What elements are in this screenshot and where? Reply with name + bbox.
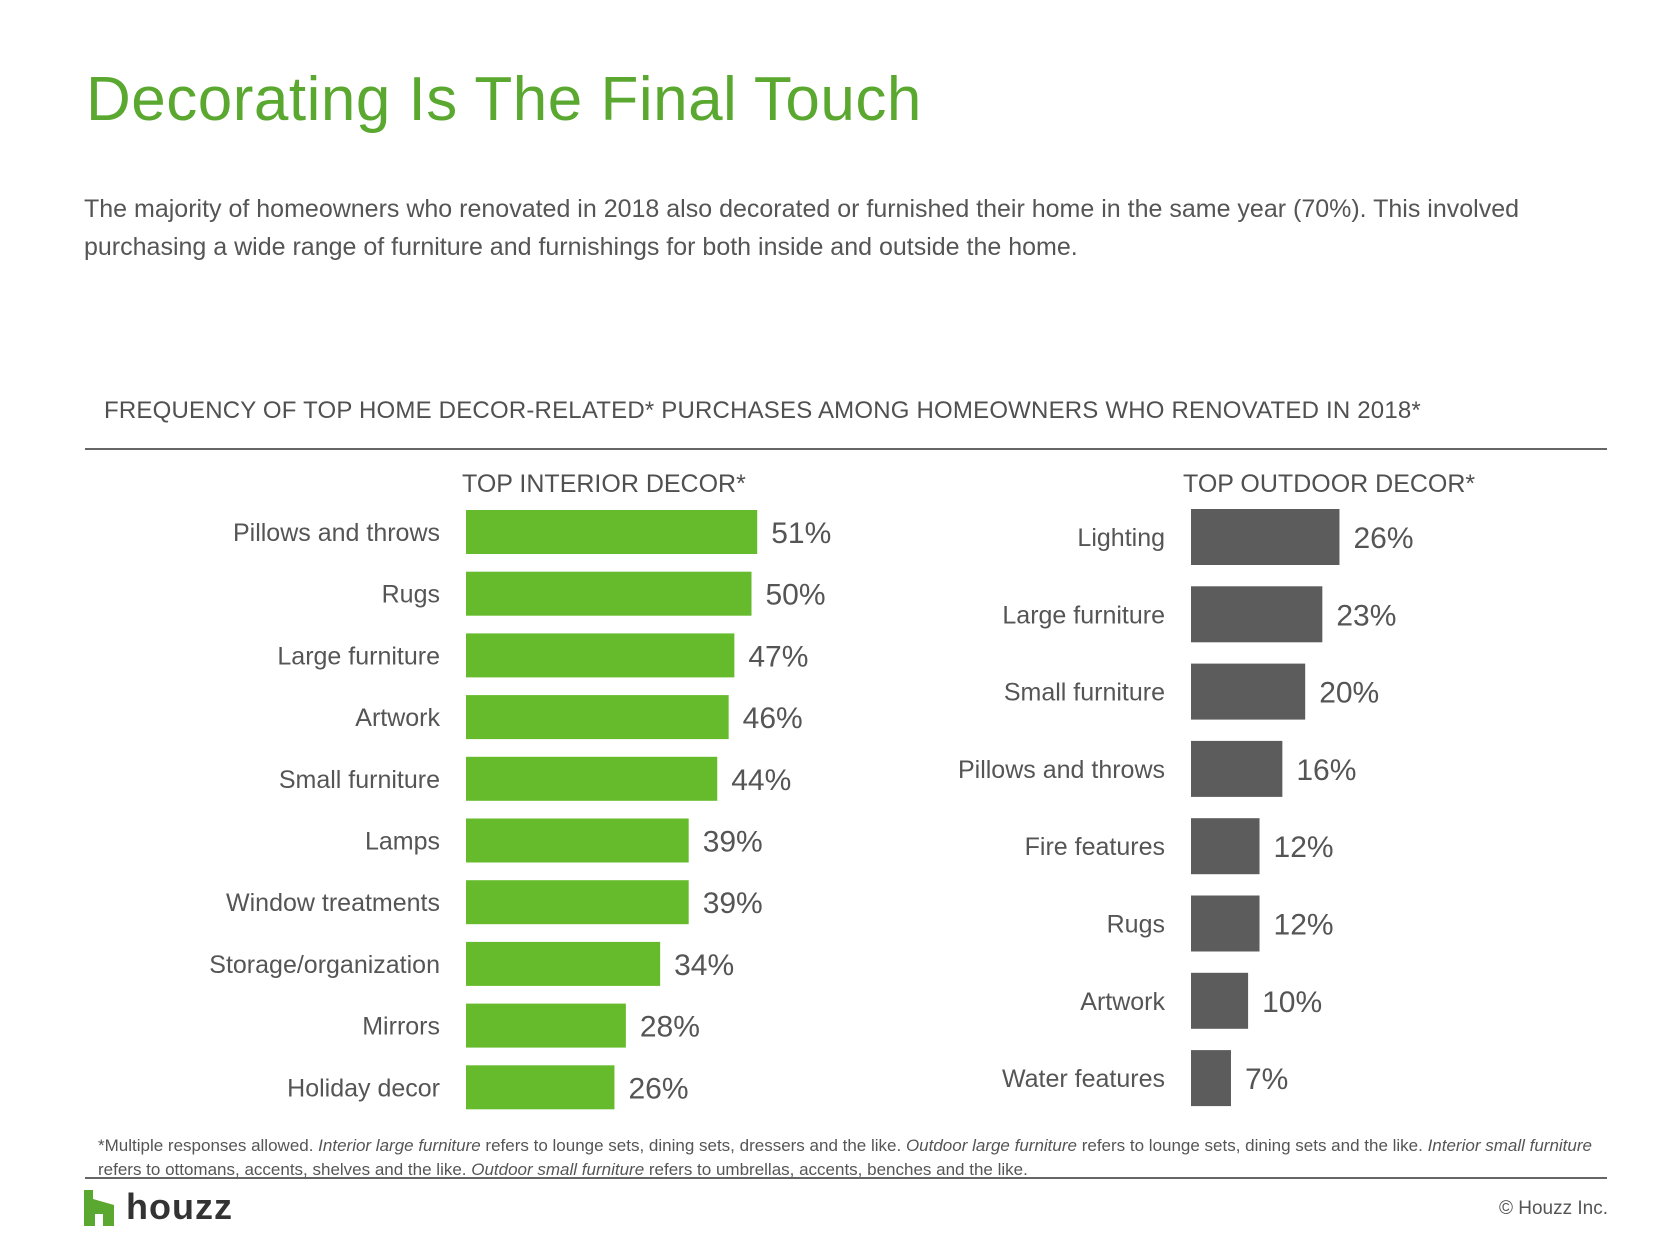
interior-bar <box>466 510 758 554</box>
interior-bar <box>466 880 689 925</box>
interior-category-label: Lamps <box>365 828 440 856</box>
outdoor-bar <box>1191 586 1323 643</box>
outdoor-value-label: 12% <box>1274 831 1334 864</box>
houzz-logo-icon <box>84 1190 114 1226</box>
outdoor-value-label: 10% <box>1262 986 1322 1019</box>
outdoor-value-label: 26% <box>1353 522 1413 555</box>
interior-value-label: 39% <box>703 887 763 920</box>
interior-chart-title: TOP INTERIOR DECOR* <box>462 470 746 498</box>
outdoor-bar <box>1191 663 1306 720</box>
outdoor-category-label: Rugs <box>1107 911 1165 939</box>
interior-category-label: Small furniture <box>279 766 440 794</box>
houzz-logo: houzz <box>84 1186 244 1230</box>
interior-category-label: Artwork <box>355 704 440 732</box>
outdoor-value-label: 20% <box>1319 677 1379 710</box>
outdoor-bar <box>1191 509 1340 565</box>
outdoor-value-label: 12% <box>1274 909 1334 942</box>
interior-category-label: Window treatments <box>226 889 440 917</box>
copyright: © Houzz Inc. <box>1498 1198 1608 1219</box>
outdoor-value-label: 23% <box>1336 599 1396 632</box>
outdoor-category-label: Pillows and throws <box>958 756 1165 784</box>
outdoor-category-label: Large furniture <box>1002 601 1165 629</box>
page-title: Decorating Is The Final Touch <box>86 65 922 134</box>
interior-category-label: Pillows and throws <box>233 519 440 547</box>
interior-bar <box>466 941 661 986</box>
interior-category-label: Rugs <box>382 581 440 609</box>
interior-value-label: 50% <box>766 579 826 612</box>
interior-bar <box>466 818 689 863</box>
outdoor-bar <box>1191 818 1260 875</box>
interior-value-label: 44% <box>731 764 791 797</box>
interior-value-label: 26% <box>628 1072 688 1105</box>
outdoor-category-label: Fire features <box>1025 833 1165 861</box>
outdoor-bar <box>1191 895 1260 952</box>
outdoor-bar <box>1191 1050 1231 1107</box>
outdoor-bar <box>1191 972 1249 1029</box>
interior-bar <box>466 1065 615 1110</box>
interior-bar <box>466 571 752 616</box>
interior-value-label: 28% <box>640 1011 700 1044</box>
interior-value-label: 39% <box>703 826 763 859</box>
outdoor-category-label: Small furniture <box>1004 679 1165 707</box>
interior-bar <box>466 1003 626 1048</box>
outdoor-bar <box>1191 740 1283 797</box>
interior-value-label: 34% <box>674 949 734 982</box>
interior-bar <box>466 756 718 801</box>
houzz-logo-text: houzz <box>126 1186 233 1227</box>
interior-category-label: Holiday decor <box>287 1074 440 1102</box>
footnote: *Multiple responses allowed. Interior la… <box>98 1136 1592 1179</box>
interior-bar <box>466 633 735 678</box>
outdoor-value-label: 7% <box>1245 1063 1288 1096</box>
outdoor-category-label: Artwork <box>1080 988 1165 1016</box>
interior-category-label: Mirrors <box>362 1013 440 1041</box>
outdoor-value-label: 16% <box>1296 754 1356 787</box>
interior-value-label: 47% <box>748 640 808 673</box>
interior-bar <box>466 695 729 740</box>
chart-heading: FREQUENCY OF TOP HOME DECOR-RELATED* PUR… <box>104 397 1421 424</box>
interior-category-label: Storage/organization <box>209 951 440 979</box>
interior-category-label: Large furniture <box>277 642 440 670</box>
interior-value-label: 51% <box>771 517 831 550</box>
page-subtitle: The majority of homeowners who renovated… <box>84 195 1520 261</box>
interior-value-label: 46% <box>743 702 803 735</box>
outdoor-category-label: Water features <box>1002 1065 1165 1093</box>
top-divider <box>85 448 1607 450</box>
outdoor-chart-title: TOP OUTDOOR DECOR* <box>1183 470 1475 498</box>
outdoor-category-label: Lighting <box>1077 524 1165 552</box>
bottom-divider <box>85 1177 1607 1179</box>
